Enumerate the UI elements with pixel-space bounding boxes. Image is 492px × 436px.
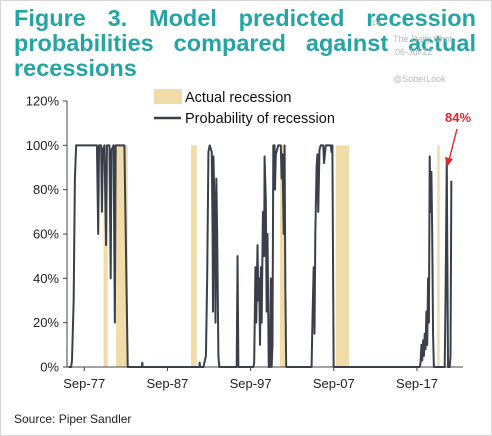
- series-line-probability: [68, 144, 453, 368]
- recession-band-3: [190, 145, 197, 367]
- y-tick-label: 0%: [40, 360, 59, 375]
- y-tick-label: 80%: [33, 182, 59, 197]
- watermark-date: 06-Jul-22: [395, 47, 433, 57]
- x-tick-label: Sep-77: [63, 376, 105, 391]
- watermark-fragment: Pr: [372, 19, 381, 29]
- chart-axes: 0% 20% 40% 60% 80% 100% 120% Sep-77 Sep-87 Sep-97…: [26, 94, 463, 391]
- x-tick-label: Sep-97: [230, 376, 272, 391]
- annotation-layer: 84%: [445, 110, 471, 167]
- annotation-84-label: 84%: [445, 110, 471, 125]
- recession-band-5: [335, 145, 350, 367]
- y-tick-label: 40%: [33, 271, 59, 286]
- y-tick-label: 60%: [33, 227, 59, 242]
- recession-band-6: [437, 145, 440, 367]
- y-tick-label: 120%: [26, 94, 60, 109]
- recession-bands: [103, 145, 440, 367]
- annotation-arrow-shaft: [448, 128, 458, 161]
- series-layer: [68, 144, 453, 368]
- recession-band-1: [103, 145, 108, 367]
- legend-swatch-recession: [154, 89, 182, 104]
- legend: Actual recession Probability of recessio…: [154, 89, 335, 127]
- x-tick-label: Sep-07: [313, 376, 355, 391]
- y-tick-label: 20%: [33, 315, 59, 330]
- watermark-brand: The Daily Shot: [393, 34, 453, 44]
- annotation-arrow-head: [445, 157, 453, 167]
- recession-band-4: [279, 145, 286, 367]
- legend-label-probability: Probability of recession: [185, 111, 335, 127]
- legend-label-recession: Actual recession: [185, 90, 291, 106]
- y-tick-label: 100%: [26, 138, 60, 153]
- x-tick-label: Sep-87: [146, 376, 188, 391]
- watermark-handle: @SoberLook: [393, 74, 446, 84]
- recession-band-2: [116, 145, 128, 367]
- source-note: Source: Piper Sandler: [14, 412, 132, 426]
- x-tick-label: Sep-17: [396, 376, 438, 391]
- chart-title: Figure 3. Model predicted recession prob…: [14, 5, 476, 81]
